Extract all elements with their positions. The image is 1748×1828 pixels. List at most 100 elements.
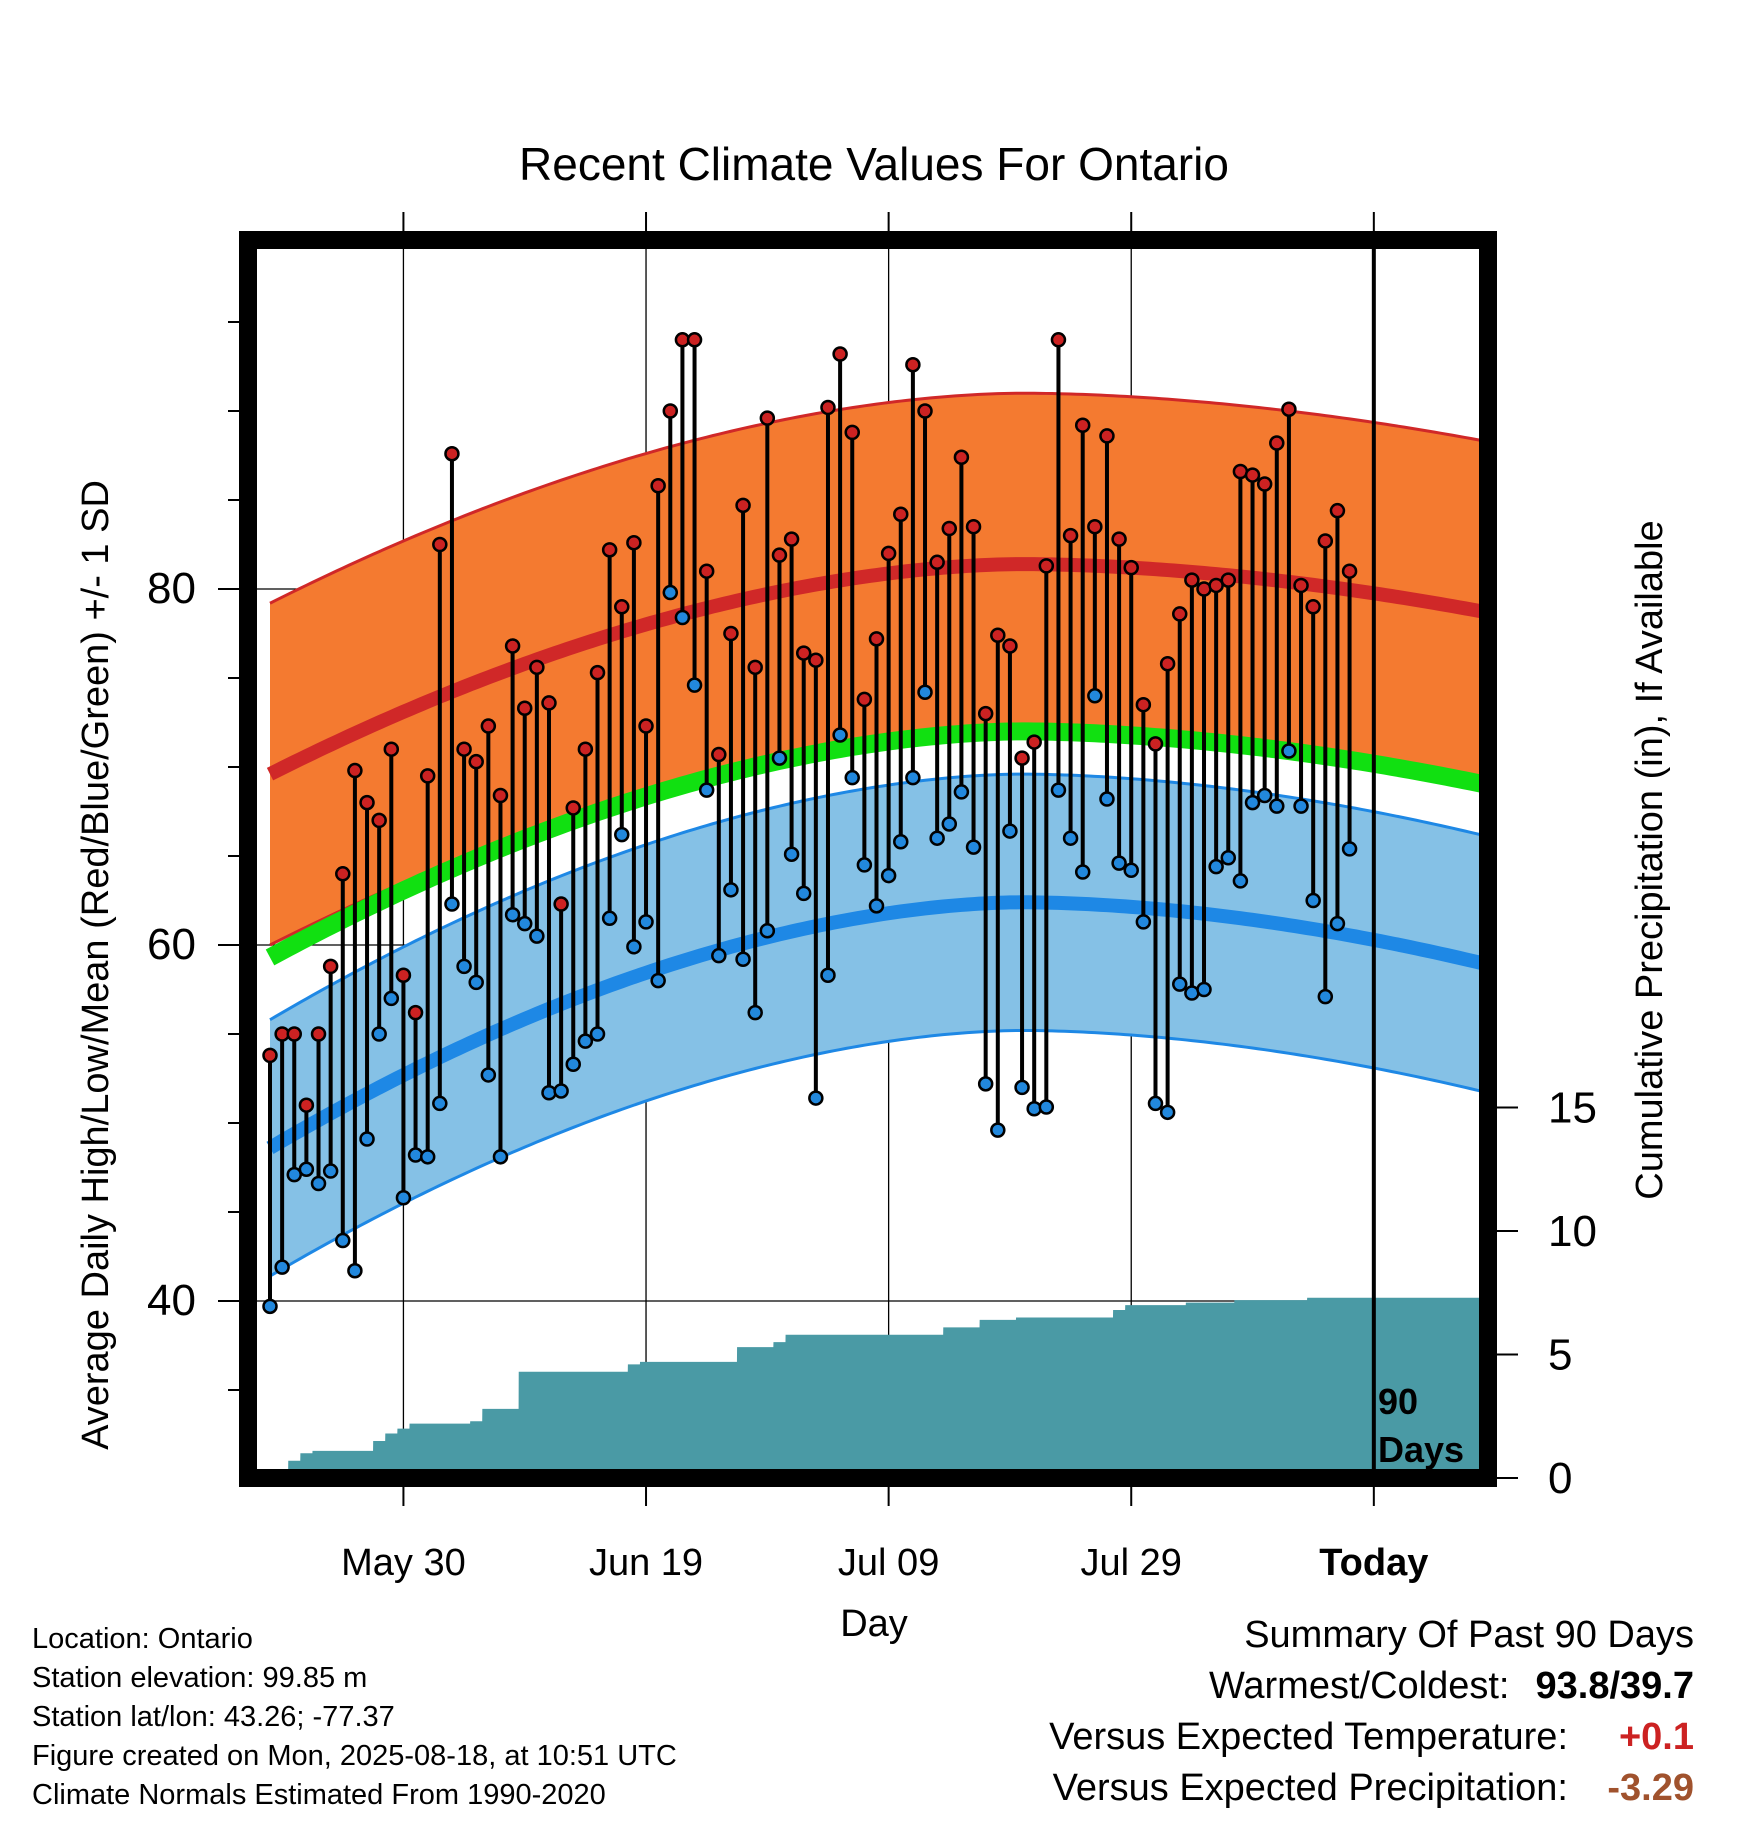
daily-low-point <box>880 867 897 884</box>
daily-low-point <box>735 951 751 967</box>
daily-low-point <box>832 727 848 743</box>
elevation-text: Station elevation: 99.85 m <box>32 1662 368 1694</box>
daily-high-point <box>444 445 460 462</box>
daily-low-point <box>468 974 484 991</box>
daily-low-point <box>808 1090 824 1106</box>
y-right-tick-label: 0 <box>1548 1454 1572 1503</box>
daily-low-point <box>322 1163 339 1179</box>
low-normal-band-lower-edge <box>269 1028 1488 1278</box>
daily-low-point <box>383 990 400 1007</box>
daily-low-point <box>941 816 958 832</box>
daily-high-point <box>929 554 945 571</box>
daily-high-point <box>1087 518 1103 535</box>
daily-high-point <box>977 705 994 722</box>
daily-high-point <box>783 531 800 547</box>
daily-high-point <box>686 332 703 348</box>
daily-high-point <box>1014 750 1030 766</box>
daily-high-point <box>322 958 339 975</box>
daily-high-point <box>359 794 375 811</box>
daily-low-point <box>1026 1101 1042 1117</box>
daily-low-point <box>723 882 739 898</box>
coldest-value: 39.7 <box>1620 1665 1694 1707</box>
daily-high-point <box>832 346 848 362</box>
daily-low-point <box>698 782 715 798</box>
daily-low-point <box>492 1149 509 1165</box>
daily-low-point <box>1074 864 1091 880</box>
latlon-text: Station lat/lon: 43.26; -77.37 <box>32 1701 395 1733</box>
precip-anomaly-row: Versus Expected Precipitation: -3.29 <box>1049 1763 1694 1814</box>
daily-low-point <box>359 1131 375 1147</box>
summary-panel: Summary Of Past 90 Days Warmest/Coldest:… <box>1049 1610 1694 1814</box>
daily-low-point <box>1232 873 1249 889</box>
daily-high-point <box>1050 332 1067 348</box>
daily-low-point <box>1208 858 1224 875</box>
daily-low-point <box>953 784 970 800</box>
created-text: Figure created on Mon, 2025-08-18, at 10… <box>32 1740 677 1772</box>
precipitation-area <box>264 1297 1488 1478</box>
daily-low-point <box>638 914 654 930</box>
daily-high-point <box>868 631 885 647</box>
chart-title: Recent Climate Values For Ontario <box>519 138 1229 190</box>
daily-low-point <box>759 923 776 939</box>
daily-high-point <box>419 768 436 784</box>
x-axis-label: Day <box>840 1603 908 1645</box>
daily-high-point <box>383 741 400 757</box>
daily-low-point <box>456 958 472 975</box>
warm-cold-values: 93.8/39.7 <box>1536 1661 1695 1712</box>
station-info: Location: Ontario Station elevation: 99.… <box>32 1620 677 1815</box>
daily-high-point <box>711 746 727 763</box>
y-left-tick-label: 80 <box>147 564 196 613</box>
precip-anomaly-value: -3.29 <box>1607 1767 1694 1809</box>
y-axis-left-label: Average Daily High/Low/Mean (Red/Blue/Gr… <box>75 480 117 1450</box>
daily-low-point <box>395 1190 412 1206</box>
daily-high-point <box>1341 563 1358 579</box>
daily-high-point <box>395 967 412 984</box>
daily-high-point <box>1026 734 1042 750</box>
daily-high-point <box>1256 476 1273 492</box>
daily-high-point <box>1074 417 1091 433</box>
daily-low-point <box>432 1095 448 1112</box>
daily-high-point <box>310 1026 327 1042</box>
daily-low-point <box>1244 794 1261 811</box>
daily-low-point <box>893 834 909 850</box>
daily-high-point <box>347 762 363 779</box>
today-days-count: 90 <box>1378 1381 1418 1422</box>
today-days-word: Days <box>1378 1429 1464 1470</box>
daily-low-point <box>1014 1079 1030 1096</box>
x-tick-label: Jul 29 <box>1081 1542 1182 1584</box>
daily-low-point <box>565 1056 581 1073</box>
daily-low-point <box>771 750 788 766</box>
daily-low-point <box>298 1161 315 1178</box>
daily-high-point <box>856 691 873 708</box>
daily-low-point <box>686 677 703 693</box>
daily-low-point <box>905 769 921 786</box>
daily-high-point <box>1062 527 1079 544</box>
y-left-tick-label: 40 <box>147 1276 196 1325</box>
daily-low-point <box>1159 1104 1176 1121</box>
location-text: Location: Ontario <box>32 1623 253 1655</box>
daily-low-point <box>589 1026 606 1042</box>
summary-title: Summary Of Past 90 Days <box>1244 1614 1694 1656</box>
daily-low-point <box>1050 782 1067 798</box>
normals-text: Climate Normals Estimated From 1990-2020 <box>32 1779 606 1811</box>
daily-low-point <box>335 1232 351 1249</box>
warm-cold-row: Warmest/Coldest: 93.8/39.7 <box>1049 1661 1694 1712</box>
daily-high-point <box>650 478 666 494</box>
daily-high-point <box>698 563 715 579</box>
daily-high-point <box>601 542 618 558</box>
daily-low-point <box>868 898 885 914</box>
x-tick-label: May 30 <box>341 1542 466 1584</box>
x-tick-label: Today <box>1319 1542 1428 1584</box>
daily-low-point <box>553 1083 569 1099</box>
daily-low-point <box>977 1076 994 1092</box>
daily-low-point <box>1087 688 1103 704</box>
daily-high-point <box>735 497 751 514</box>
daily-high-point <box>1329 502 1346 519</box>
daily-low-point <box>929 830 945 846</box>
plot-clip-group <box>248 240 1488 1478</box>
daily-low-point <box>1099 791 1115 807</box>
daily-high-point <box>795 645 812 661</box>
daily-low-point <box>601 910 618 927</box>
daily-low-point <box>541 1084 557 1101</box>
